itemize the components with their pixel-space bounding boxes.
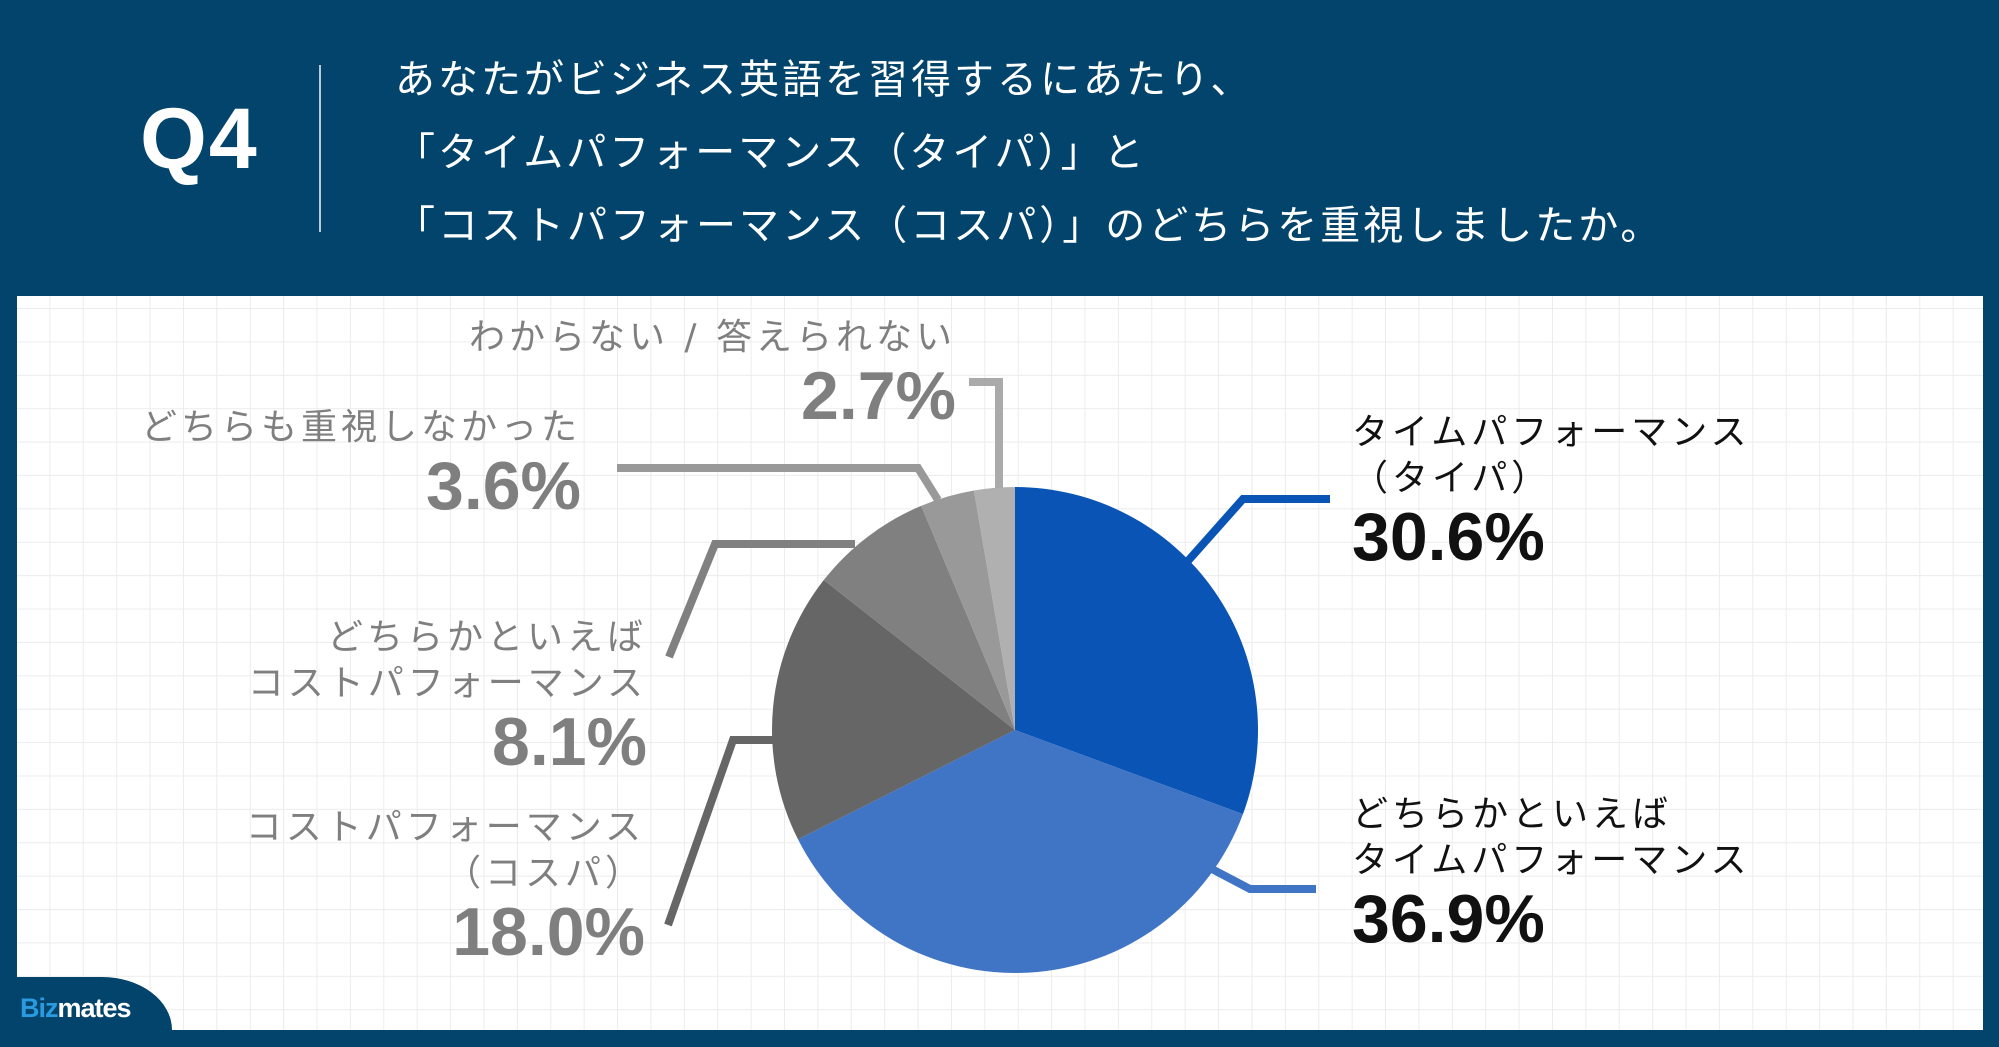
title-line-3: 「コストパフォーマンス（コスパ）」のどちらを重視しましたか。 [395, 203, 1664, 249]
label-unknown-line1: わからない / 答えられない [468, 317, 956, 358]
label-unknown: わからない / 答えられない 2.7% [469, 315, 956, 431]
leader-lines [617, 378, 1330, 927]
pie-slice-lean-timepa [798, 730, 1243, 973]
label-cospa-pct: 18.0% [452, 894, 645, 970]
label-cospa-line1: コストパフォーマンス [245, 807, 645, 848]
label-neither-line1: どちらも重視しなかった [140, 407, 581, 448]
pie-slice-lean-cospa [823, 505, 1015, 730]
label-neither: どちらも重視しなかった 3.6% [141, 405, 581, 521]
pie-slices [772, 487, 1258, 973]
bizmates-logo: Bizmates [20, 993, 132, 1023]
leader-line-lean-timepa [1208, 864, 1316, 893]
question-number: Q4 [140, 91, 259, 187]
label-lean-timepa-line2: タイムパフォーマンス [1352, 840, 1751, 881]
leader-line-unknown [969, 378, 1003, 488]
leader-line-neither [617, 464, 942, 503]
pie-slice-timepa [1015, 487, 1258, 815]
label-lean-timepa-line1: どちらかといえば [1352, 794, 1673, 835]
label-timepa-line1: タイムパフォーマンス [1352, 412, 1751, 453]
pie-slice-unknown [973, 487, 1015, 730]
header-divider [319, 65, 321, 232]
pie-slice-neither [921, 490, 1015, 730]
label-lean-cospa-line1: どちらかといえば [326, 617, 647, 658]
label-timepa-pct: 30.6% [1352, 499, 1545, 575]
title-line-1: あなたがビジネス英語を習得するにあたり、 [395, 57, 1254, 103]
label-lean-timepa: どちらかといえば タイムパフォーマンス 36.9% [1352, 792, 1751, 954]
label-neither-pct: 3.6% [426, 448, 581, 524]
label-lean-timepa-pct: 36.9% [1352, 881, 1545, 957]
label-timepa-line2: （タイパ） [1352, 458, 1552, 499]
label-lean-cospa-pct: 8.1% [492, 704, 647, 780]
pie-slice-cospa [772, 580, 1015, 840]
label-timepa: タイムパフォーマンス （タイパ） 30.6% [1352, 410, 1751, 572]
leader-line-cospa [664, 736, 774, 927]
label-cospa-line2: （コスパ） [444, 853, 645, 894]
logo-mates: mates [57, 993, 132, 1023]
title-line-2: 「タイムパフォーマンス（タイパ）」と [395, 130, 1147, 176]
leader-line-timepa [1184, 495, 1330, 565]
label-lean-cospa-line2: コストパフォーマンス [247, 663, 647, 704]
leader-line-lean-cospa [665, 540, 855, 659]
question-title: あなたがビジネス英語を習得するにあたり、 「タイムパフォーマンス（タイパ）」と … [395, 44, 1663, 263]
label-lean-cospa: どちらかといえば コストパフォーマンス 8.1% [248, 615, 647, 777]
label-unknown-pct: 2.7% [801, 358, 956, 434]
label-cospa: コストパフォーマンス （コスパ） 18.0% [246, 805, 645, 967]
logo-biz: Biz [20, 993, 58, 1023]
